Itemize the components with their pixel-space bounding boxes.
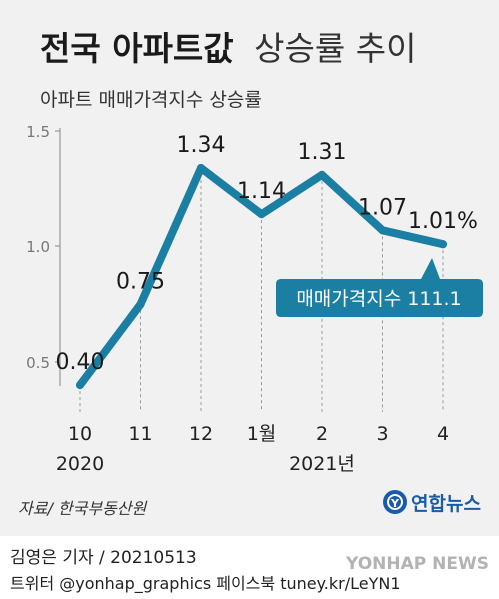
brand-logo-letter: Y: [390, 497, 400, 510]
watermark: YONHAP NEWS: [346, 554, 489, 574]
annotation-text: 매매가격지수 111.1: [296, 288, 461, 310]
x-tick-label: 12: [189, 423, 213, 445]
chart-panel: 전국 아파트값 상승률 추이 아파트 매매가격지수 상승률 1.5 1.0 0.…: [0, 0, 499, 536]
y-tick-label: 1.5: [26, 123, 50, 141]
label-layer: 0.40 0.75 1.34 1.14 1.31 1.071.01%: [56, 133, 478, 375]
x-label-layer: 10 2020 11 12 1월 2 2021년 3 4: [56, 423, 449, 475]
point-layer: [76, 163, 447, 390]
data-point: [197, 163, 205, 172]
data-label: 1.31: [298, 140, 347, 165]
data-point: [378, 226, 387, 235]
data-label: 1.01%: [408, 209, 478, 234]
data-label: 1.07: [358, 195, 407, 220]
x-tick-label: 2: [316, 423, 328, 445]
brand-logo-icon: [383, 490, 407, 514]
data-label: 1.34: [177, 133, 226, 158]
data-point: [136, 300, 145, 309]
y-tick-label: 1.0: [26, 238, 50, 256]
x-tick-label: 3: [376, 423, 388, 445]
x-tick-label: 4: [437, 423, 449, 445]
axis-layer: 1.5 1.0 0.5: [26, 123, 61, 386]
source-label: 자료/ 한국부동산원: [18, 499, 148, 518]
brand-logo: Y 연합뉴스: [383, 490, 481, 515]
x-year-label: 2020: [56, 453, 104, 475]
grid-layer: [79, 167, 444, 412]
data-label: 0.75: [116, 269, 165, 294]
data-point: [257, 210, 266, 219]
brand-name: 연합뉴스: [411, 493, 481, 515]
data-point: [76, 381, 84, 390]
data-label: 1.14: [237, 179, 286, 204]
data-label: 0.40: [56, 350, 105, 375]
brand-logo-ring: [387, 494, 403, 510]
x-tick-label: 10: [68, 423, 92, 445]
chart-title: 전국 아파트값 상승률 추이: [40, 29, 416, 68]
annotation-box: [276, 258, 483, 317]
data-point: [318, 170, 326, 179]
reporter-credit: 김영은 기자 / 20210513: [10, 548, 197, 568]
credit-panel: 김영은 기자 / 20210513 트위터 @yonhap_graphics 페…: [0, 536, 499, 599]
chart-title-bold: 전국 아파트값: [40, 29, 234, 68]
social-credit: 트위터 @yonhap_graphics 페이스북 tuney.kr/LeYN1: [10, 574, 401, 593]
chart-title-light: 상승률 추이: [254, 29, 416, 68]
x-tick-label: 11: [128, 423, 152, 445]
line-chart: 전국 아파트값 상승률 추이 아파트 매매가격지수 상승률 1.5 1.0 0.…: [18, 29, 483, 518]
data-point: [439, 240, 447, 249]
y-tick-label: 0.5: [26, 354, 50, 372]
x-year-label: 2021년: [289, 453, 355, 475]
chart-subtitle: 아파트 매매가격지수 상승률: [40, 89, 262, 111]
x-tick-label: 1월: [247, 423, 277, 445]
annotation-callout: 매매가격지수 111.1: [276, 258, 483, 317]
